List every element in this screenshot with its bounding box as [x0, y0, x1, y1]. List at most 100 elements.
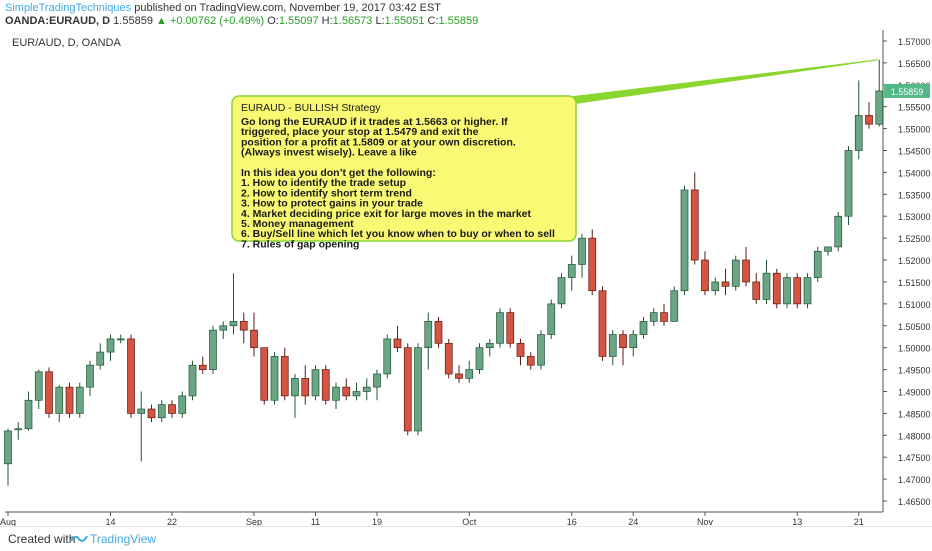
candle-bullish	[229, 321, 238, 327]
time-tick-label: Aug	[0, 517, 16, 526]
candle-bullish	[424, 321, 433, 349]
price-tick-label: 1.53000	[898, 212, 931, 222]
candle-bearish	[752, 281, 761, 300]
note-list-item: 4. Market deciding price exit for large …	[241, 208, 532, 220]
time-tick-label: Nov	[697, 517, 714, 526]
candle-bullish	[711, 281, 720, 292]
candle-bullish	[485, 342, 494, 349]
last-price: 1.55859	[113, 15, 153, 27]
candle-bullish	[209, 329, 217, 370]
candle-bullish	[4, 430, 12, 465]
candle-bearish	[321, 369, 330, 401]
candle-bearish	[526, 356, 535, 366]
candle-bullish	[844, 150, 853, 217]
candle-bearish	[250, 329, 258, 349]
candle-bearish	[506, 312, 515, 344]
last-price-tag	[884, 83, 930, 98]
price-tick-label: 1.51000	[898, 300, 931, 310]
time-tick-label: Sep	[246, 517, 262, 526]
candle-bullish	[547, 303, 556, 335]
candle-bearish	[690, 189, 699, 261]
price-tick-label: 1.46500	[898, 497, 931, 507]
price-tick-label: 1.54000	[898, 168, 931, 178]
note-list-item: 7. Rules of gap opening	[241, 238, 359, 250]
candle-bullish	[649, 312, 658, 322]
candle-bullish	[383, 338, 392, 375]
price-chart[interactable]: 1.570001.565001.560001.555001.550001.545…	[0, 30, 932, 526]
price-tick-label: 1.51500	[898, 278, 931, 288]
candle-bearish	[239, 321, 248, 331]
candle-bearish	[393, 338, 402, 349]
price-tick-label: 1.49000	[898, 388, 931, 398]
created-with-label: Created with	[8, 532, 76, 546]
candle-bullish	[414, 347, 422, 432]
candle-bullish	[557, 277, 566, 305]
price-tick-label: 1.52000	[898, 256, 931, 266]
author-link[interactable]: SimpleTradingTechniques	[5, 2, 132, 14]
candle-bearish	[45, 371, 53, 414]
tradingview-logo-icon	[70, 535, 88, 542]
open-label: O:	[267, 15, 279, 27]
note-paragraph-line: (Always invest wisely). Leave a like	[241, 147, 417, 159]
time-tick-label: 22	[167, 517, 177, 526]
candle-bullish	[219, 325, 228, 331]
candle-bearish	[65, 386, 74, 414]
candle-bullish	[106, 338, 115, 353]
price-tick-label: 1.50500	[898, 322, 931, 332]
candle-bullish	[629, 334, 638, 349]
candle-bearish	[342, 386, 351, 397]
time-tick-label: 19	[372, 517, 382, 526]
candle-bullish	[75, 386, 84, 414]
candle-bullish	[475, 347, 484, 370]
candle-bearish	[588, 237, 597, 292]
candle-bearish	[434, 321, 443, 344]
candle-bullish	[803, 277, 812, 305]
price-tick-label: 1.57000	[898, 37, 931, 47]
candle-bearish	[660, 312, 668, 322]
time-tick-label: 24	[628, 517, 638, 526]
candle-bearish	[301, 378, 310, 397]
high-label: H:	[321, 15, 333, 27]
candle-bullish	[537, 334, 545, 366]
candle-bearish	[516, 342, 525, 357]
candle-bullish	[762, 272, 771, 300]
candle-bullish	[496, 312, 504, 344]
candle-bullish	[157, 404, 166, 419]
candle-bullish	[578, 237, 586, 265]
note-paragraph-line: position for a profit at 1.5809 or at yo…	[241, 136, 516, 148]
time-tick-label: 21	[854, 517, 864, 526]
time-tick-label: 14	[105, 517, 115, 526]
candle-bearish	[147, 408, 156, 419]
change-up-icon: ▲	[156, 15, 167, 27]
price-tick-label: 1.56500	[898, 59, 931, 69]
note-title: EURAUD - BULLISH Strategy	[241, 102, 381, 114]
note-paragraph-line: Go long the EURAUD if it trades at 1.566…	[241, 116, 508, 128]
note-list-intro: In this idea you don’t get the following…	[241, 167, 436, 179]
candle-bearish	[444, 342, 453, 375]
candle-bearish	[455, 373, 463, 379]
change-value: +0.00762 (+0.49%)	[169, 15, 265, 27]
candle-bearish	[772, 272, 781, 305]
candle-bullish	[567, 264, 576, 278]
published-info: published on TradingView.com, November 1…	[134, 2, 441, 14]
time-tick-label: 13	[792, 517, 802, 526]
tradingview-brand-link[interactable]: TradingView	[90, 532, 157, 546]
footer-bar: Created with TradingView	[0, 526, 932, 551]
publish-line: SimpleTradingTechniques published on Tra…	[5, 2, 441, 14]
candle-bullish	[813, 250, 822, 278]
candle-bullish	[332, 386, 340, 401]
ohlc-line: OANDA:EURAUD, D 1.55859 ▲ +0.00762 (+0.4…	[5, 15, 478, 27]
candle-bullish	[608, 334, 617, 357]
chart-title: EUR/AUD, D, OANDA	[12, 37, 121, 49]
time-tick-label: Oct	[462, 517, 477, 526]
candle-bullish	[731, 259, 740, 287]
candle-bullish	[362, 386, 371, 392]
candle-bearish	[865, 115, 873, 125]
last-price-tag-label: 1.55859	[891, 87, 924, 97]
price-tick-label: 1.47000	[898, 475, 931, 485]
close-label: C:	[427, 15, 439, 27]
price-tick-label: 1.54500	[898, 147, 931, 157]
candle-bullish	[55, 386, 64, 414]
candle-bullish	[854, 115, 863, 151]
candle-bullish	[670, 290, 679, 322]
